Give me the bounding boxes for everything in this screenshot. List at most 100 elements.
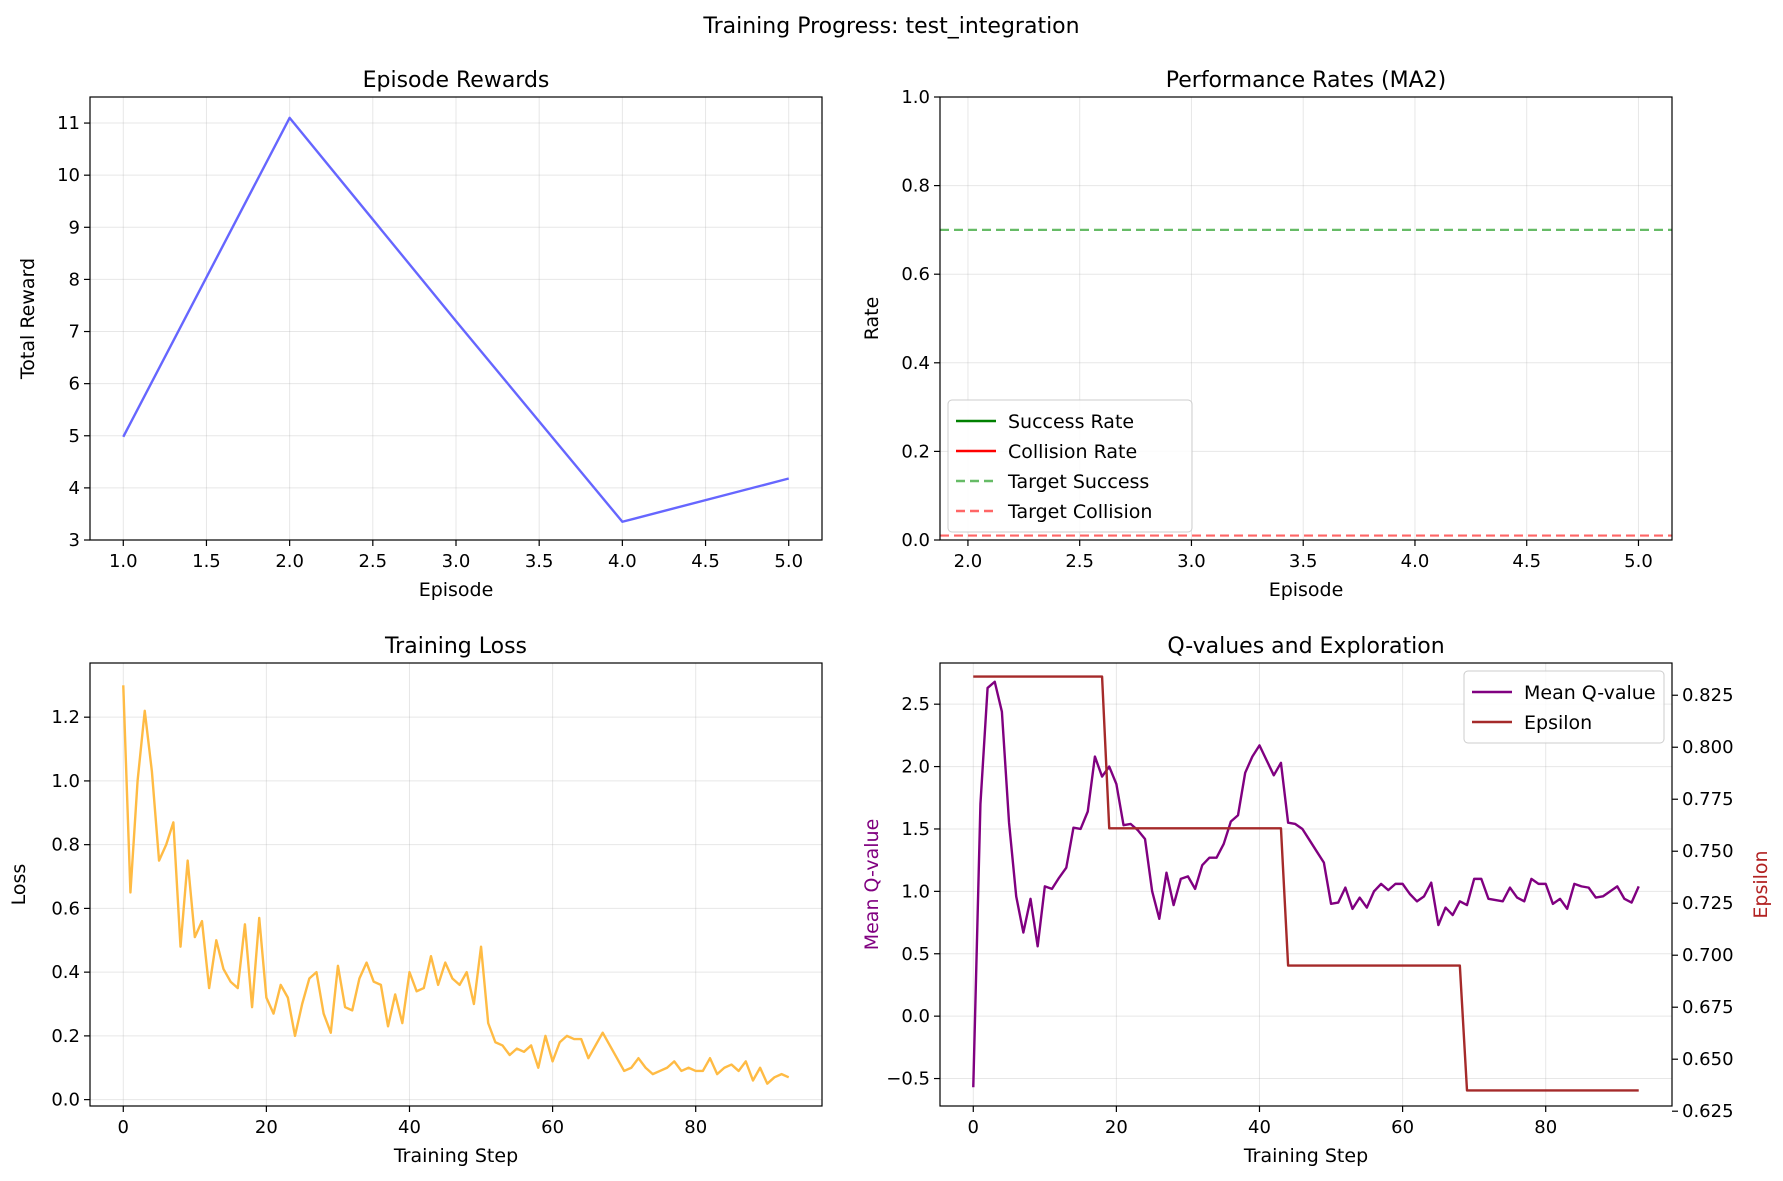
episode-rewards-title: Episode Rewards: [363, 68, 550, 93]
performance-rates-plot-area: [940, 228, 1672, 537]
q-values-title: Q-values and Exploration: [1167, 634, 1444, 659]
x-tick-label: 40: [1248, 1117, 1271, 1138]
y-tick-label: 0.4: [901, 353, 930, 374]
y-tick-label: 11: [57, 113, 80, 134]
y-tick-label: 0.8: [51, 835, 80, 856]
q-values-plot-area: [972, 675, 1640, 1092]
y-right-tick-label: 0.775: [1682, 789, 1734, 810]
y-tick-label: 0.5: [901, 944, 930, 965]
y-right-tick-label: 0.650: [1682, 1049, 1734, 1070]
y-tick-label: 9: [69, 217, 80, 238]
x-tick-label: 40: [398, 1117, 421, 1138]
y-tick-label: 1.0: [901, 87, 930, 108]
y-tick-label: 0.2: [51, 1026, 80, 1047]
q-values-series-mean-q-value-line: [972, 680, 1640, 1088]
y-tick-label: 0.4: [51, 962, 80, 983]
q-values-y-axis-label: Mean Q-value: [861, 819, 883, 951]
x-tick-label: 0: [118, 1117, 129, 1138]
y-tick-label: 1.0: [901, 881, 930, 902]
training-loss-plot-area: [122, 685, 790, 1085]
performance-rates-x-axis-label: Episode: [1269, 579, 1344, 601]
y-tick-label: 7: [69, 322, 80, 343]
y-right-tick-label: 0.800: [1682, 737, 1734, 758]
legend-label: Target Collision: [1007, 501, 1152, 523]
figure-suptitle: Training Progress: test_integration: [702, 14, 1079, 39]
y-tick-label: 6: [69, 374, 80, 395]
x-tick-label: 4.5: [691, 551, 720, 572]
x-tick-label: 3.5: [1289, 551, 1318, 572]
y-tick-label: 10: [57, 165, 80, 186]
legend-box: [1463, 670, 1665, 744]
y-tick-label: 0.8: [901, 176, 930, 197]
y-right-tick-label: 0.675: [1682, 997, 1734, 1018]
y-tick-label: 2.5: [901, 694, 930, 715]
x-tick-label: 2.5: [358, 551, 387, 572]
q-values-x-axis-label: Training Step: [1243, 1145, 1368, 1167]
x-tick-label: 5.0: [1624, 551, 1653, 572]
x-tick-label: 2.0: [275, 551, 304, 572]
performance-rates-axes-frame: [939, 96, 1673, 541]
legend-label: Epsilon: [1524, 712, 1592, 734]
y-tick-label: 5: [69, 426, 80, 447]
q-values-y-right-axis-label: Epsilon: [1750, 850, 1772, 918]
y-tick-label: −0.5: [886, 1069, 930, 1090]
training-loss-axes-frame: [89, 662, 823, 1107]
y-tick-label: 4: [69, 478, 80, 499]
y-right-tick-label: 0.700: [1682, 945, 1734, 966]
q-values-series-epsilon-line: [973, 675, 1639, 1092]
x-tick-label: 3.0: [442, 551, 471, 572]
x-tick-label: 4.5: [1512, 551, 1541, 572]
q-values-axes-frame: [939, 662, 1673, 1107]
y-right-tick-label: 0.825: [1682, 685, 1734, 706]
training-loss-y-axis-label: Loss: [8, 864, 30, 906]
y-tick-label: 0.6: [51, 898, 80, 919]
legend-box: [947, 399, 1193, 533]
x-tick-label: 4.0: [608, 551, 637, 572]
y-tick-label: 0.6: [901, 264, 930, 285]
y-tick-label: 3: [69, 530, 80, 551]
x-tick-label: 20: [255, 1117, 278, 1138]
y-right-tick-label: 0.725: [1682, 893, 1734, 914]
performance-rates-title: Performance Rates (MA2): [1166, 68, 1447, 93]
training-loss-x-axis-label: Training Step: [393, 1145, 518, 1167]
y-tick-label: 0.0: [901, 530, 930, 551]
x-tick-label: 1.5: [192, 551, 221, 572]
performance-rates-legend: Success Rate Collision Rate Target Success…: [947, 399, 1193, 533]
x-tick-label: 5.0: [774, 551, 803, 572]
episode-rewards-x-axis-label: Episode: [419, 579, 494, 601]
training-loss-title: Training Loss: [384, 634, 527, 659]
episode-rewards-plot-area: [122, 116, 790, 523]
x-tick-label: 60: [541, 1117, 564, 1138]
y-right-tick-label: 0.625: [1682, 1101, 1734, 1122]
q-values-legend: Mean Q-value Epsilon: [1463, 670, 1665, 744]
x-tick-label: 0: [968, 1117, 979, 1138]
episode-rewards-y-axis-label: Total Reward: [17, 258, 39, 380]
y-tick-label: 2.0: [901, 757, 930, 778]
x-tick-label: 3.0: [1177, 551, 1206, 572]
episode-rewards-grid: [90, 97, 822, 541]
panel-training-loss: 0 20 40 60 80 0.0 0.2 0.4 0.6 0.8 1.0 1.2 Training L…: [8, 634, 823, 1167]
performance-rates-y-axis-label: Rate: [861, 297, 883, 341]
training-loss-grid: [90, 663, 822, 1106]
x-tick-label: 2.0: [954, 551, 983, 572]
legend-label: Success Rate: [1008, 411, 1134, 433]
panel-performance-rates: 2.0 2.5 3.0 3.5 4.0 4.5 5.0 0.0 0.2 0.4 0.6 0.8 1.0 P…: [861, 68, 1673, 601]
x-tick-label: 3.5: [525, 551, 554, 572]
panel-q-values: 0 20 40 60 80 −0.5 0.0 0.5 1.0 1.5 2.0 2.5 0.625 0.65…: [861, 634, 1772, 1167]
x-tick-label: 1.0: [109, 551, 138, 572]
y-tick-label: 1.0: [51, 771, 80, 792]
y-tick-label: 0.0: [51, 1090, 80, 1111]
y-tick-label: 0.0: [901, 1006, 930, 1027]
legend-label: Mean Q-value: [1524, 682, 1656, 704]
x-tick-label: 80: [1534, 1117, 1557, 1138]
x-tick-label: 20: [1105, 1117, 1128, 1138]
panel-episode-rewards: 1.0 1.5 2.0 2.5 3.0 3.5 4.0 4.5 5.0 3 4 5 6 7 8 9 10 11 Ep…: [17, 68, 823, 601]
x-tick-label: 4.0: [1401, 551, 1430, 572]
x-tick-label: 80: [684, 1117, 707, 1138]
y-right-tick-label: 0.750: [1682, 841, 1734, 862]
legend-label: Collision Rate: [1008, 441, 1137, 463]
x-tick-label: 60: [1391, 1117, 1414, 1138]
x-tick-label: 2.5: [1065, 551, 1094, 572]
